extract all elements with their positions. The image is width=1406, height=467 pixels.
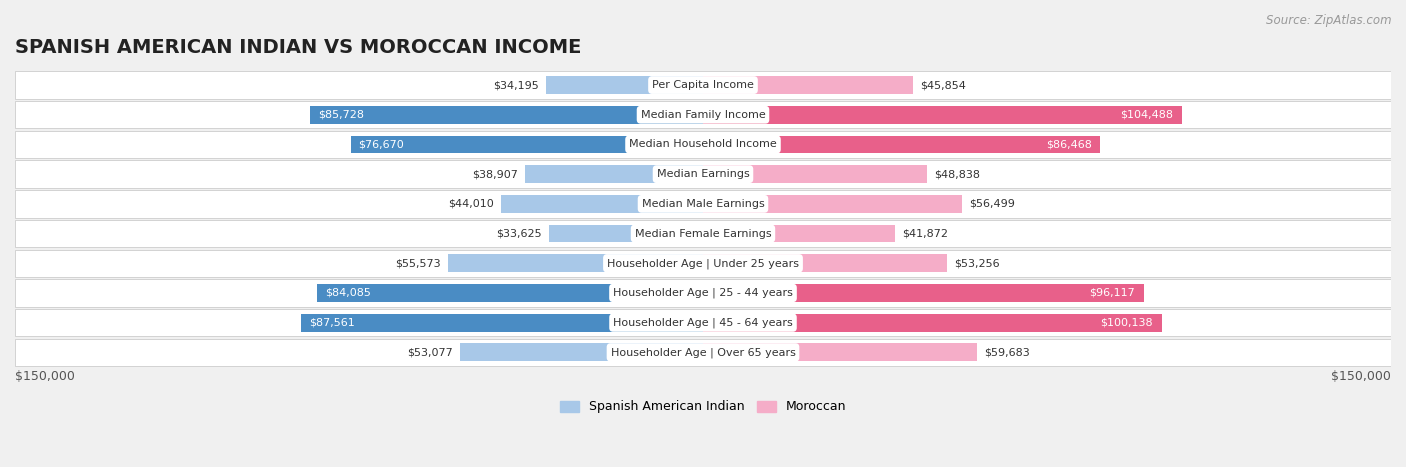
Text: $87,561: $87,561 (309, 318, 356, 328)
Text: Median Female Earnings: Median Female Earnings (634, 228, 772, 239)
Text: $53,077: $53,077 (406, 347, 453, 357)
Bar (318, 284, 703, 302)
Bar (548, 225, 703, 242)
Text: $48,838: $48,838 (934, 169, 980, 179)
Bar (449, 255, 703, 272)
Text: $33,625: $33,625 (496, 228, 541, 239)
Bar (15, 71, 1391, 99)
Bar (15, 279, 1391, 307)
Bar (703, 165, 927, 183)
Bar (703, 106, 1182, 124)
Text: Householder Age | Over 65 years: Householder Age | Over 65 years (610, 347, 796, 358)
Text: $53,256: $53,256 (955, 258, 1000, 268)
Text: Median Earnings: Median Earnings (657, 169, 749, 179)
Text: $84,085: $84,085 (325, 288, 371, 298)
Bar (703, 255, 948, 272)
Bar (703, 76, 914, 94)
Text: $55,573: $55,573 (395, 258, 441, 268)
Bar (703, 225, 896, 242)
Text: $59,683: $59,683 (984, 347, 1029, 357)
Text: $85,728: $85,728 (318, 110, 364, 120)
Bar (703, 284, 1144, 302)
Text: $45,854: $45,854 (920, 80, 966, 90)
Text: $38,907: $38,907 (472, 169, 517, 179)
Text: $150,000: $150,000 (1331, 370, 1391, 383)
Text: Median Male Earnings: Median Male Earnings (641, 199, 765, 209)
Bar (703, 135, 1099, 153)
Bar (15, 220, 1391, 247)
Text: $56,499: $56,499 (969, 199, 1015, 209)
Bar (460, 343, 703, 361)
Text: Householder Age | Under 25 years: Householder Age | Under 25 years (607, 258, 799, 269)
Bar (15, 339, 1391, 366)
Text: Per Capita Income: Per Capita Income (652, 80, 754, 90)
Bar (15, 161, 1391, 188)
Bar (703, 195, 962, 213)
Bar (15, 190, 1391, 218)
Text: Source: ZipAtlas.com: Source: ZipAtlas.com (1267, 14, 1392, 27)
Bar (15, 131, 1391, 158)
Text: $150,000: $150,000 (15, 370, 75, 383)
Text: $76,670: $76,670 (359, 140, 404, 149)
Bar (15, 101, 1391, 128)
Bar (524, 165, 703, 183)
Text: $34,195: $34,195 (494, 80, 540, 90)
Text: Householder Age | 25 - 44 years: Householder Age | 25 - 44 years (613, 288, 793, 298)
Legend: Spanish American Indian, Moroccan: Spanish American Indian, Moroccan (555, 396, 851, 418)
Bar (15, 309, 1391, 336)
Bar (703, 314, 1163, 332)
Bar (15, 249, 1391, 277)
Text: SPANISH AMERICAN INDIAN VS MOROCCAN INCOME: SPANISH AMERICAN INDIAN VS MOROCCAN INCO… (15, 38, 581, 57)
Text: $41,872: $41,872 (901, 228, 948, 239)
Text: $104,488: $104,488 (1119, 110, 1173, 120)
Text: Householder Age | 45 - 64 years: Householder Age | 45 - 64 years (613, 318, 793, 328)
Text: Median Household Income: Median Household Income (628, 140, 778, 149)
Bar (301, 314, 703, 332)
Bar (309, 106, 703, 124)
Text: $100,138: $100,138 (1101, 318, 1153, 328)
Bar (703, 343, 977, 361)
Text: $86,468: $86,468 (1046, 140, 1091, 149)
Text: Median Family Income: Median Family Income (641, 110, 765, 120)
Bar (501, 195, 703, 213)
Bar (546, 76, 703, 94)
Text: $44,010: $44,010 (449, 199, 495, 209)
Bar (352, 135, 703, 153)
Text: $96,117: $96,117 (1090, 288, 1135, 298)
